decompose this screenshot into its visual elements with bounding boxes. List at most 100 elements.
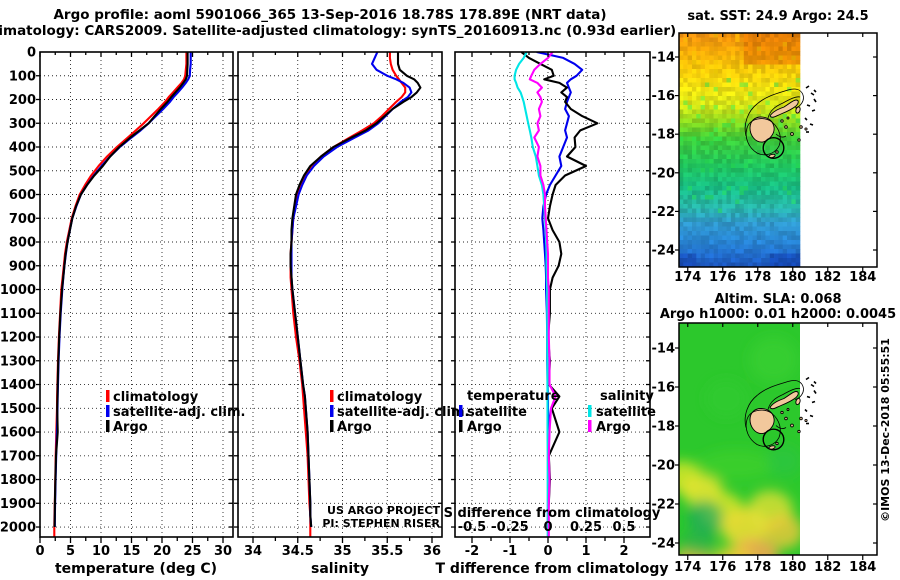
depth-tick-label: 500: [9, 164, 36, 179]
lat-tick-label: -22: [652, 498, 676, 513]
x-tick-label: 2: [619, 544, 628, 559]
small-islands: [775, 116, 808, 154]
sst-pixel-grid: [679, 33, 801, 268]
s-tick-label: 0: [543, 520, 552, 535]
lon-tick-label: 176: [709, 270, 736, 285]
x-tick-label: 35: [333, 544, 351, 559]
s-axis-tick-labels: -0.5 -0.25 0 0.25 0.5: [458, 520, 636, 535]
axis-ticks: [36, 52, 233, 543]
profile-line-T-argo: [520, 52, 599, 527]
lon-tick-label: 174: [674, 270, 701, 285]
x-tick-label: 35.5: [371, 544, 403, 559]
depth-tick-label: 1200: [0, 331, 36, 346]
depth-tick-label: 2000: [0, 521, 36, 536]
depth-tick-label: 900: [9, 259, 36, 274]
depth-tick-label: 1400: [0, 378, 36, 393]
figure-title-line2: Climatology: CARS2009. Satellite-adjuste…: [0, 23, 676, 39]
depth-tick-label: 1300: [0, 354, 36, 369]
legend-label: satellite: [596, 405, 656, 420]
s-tick-label: -0.25: [491, 520, 528, 535]
lat-tick-label: -14: [652, 342, 676, 357]
s-difference-annotation: S difference from climatology: [444, 506, 661, 521]
depth-tick-label: 800: [9, 236, 36, 251]
depth-tick-label: 200: [9, 93, 36, 108]
sla-map-title-line2: Argo h1000: 0.01 h2000: 0.0045: [660, 307, 896, 322]
legend-label: climatology: [337, 390, 423, 405]
lon-tick-label: 182: [814, 270, 841, 285]
lon-tick-label: 184: [849, 270, 876, 285]
x-tick-label: 1: [581, 544, 590, 559]
depth-tick-label: 1800: [0, 473, 36, 488]
profile-line-S-satellite: [513, 52, 549, 537]
t-difference-axis-label: T difference from climatology: [436, 561, 669, 577]
s-tick-label: 0.25: [570, 520, 602, 535]
imos-credit: ©IMOS 13-Dec-2018 05:55:51: [879, 338, 892, 522]
temperature-axis-label: temperature (deg C): [55, 561, 217, 577]
lat-tick-label: -18: [652, 128, 676, 143]
lat-tick-label: -24: [652, 244, 676, 259]
legend-label: satellite-adj. clim.: [113, 405, 245, 420]
lat-tick-label: -16: [652, 89, 676, 104]
watermark-line2: PI: STEPHEN RISER: [322, 517, 440, 530]
sla-map: 174 176 178 180 182 184 -14 -16 -18 -20 -22 -24: [652, 322, 878, 576]
sla-field: [679, 323, 800, 555]
s-tick-label: 0.5: [612, 520, 635, 535]
grid-lines: [238, 52, 442, 537]
x-tick-label: 15: [122, 544, 140, 559]
salinity-panel: 34 34.5 35 35.5 36 climatologysatellite-adj. …: [234, 51, 469, 559]
profile-line-satellite-adj-clim: [53, 52, 192, 528]
x-tick-label: 5: [66, 544, 75, 559]
watermark-line1: US ARGO PROJECT: [327, 504, 440, 517]
sla-map-title-line1: Altim. SLA: 0.068: [715, 292, 842, 307]
depth-tick-label: 0: [27, 46, 36, 61]
lon-tick-label: 180: [779, 270, 806, 285]
axis-ticks: [451, 52, 650, 543]
lat-tick-label: -24: [652, 537, 676, 552]
panel-border: [39, 51, 234, 538]
x-tick-label: 34.5: [282, 544, 314, 559]
lon-tick-label: 184: [849, 560, 876, 575]
fiji-islands: [744, 85, 817, 159]
map-tick-labels: 174 176 178 180 182 184 -14 -16 -18 -20 -22 -24: [652, 342, 877, 576]
s-tick-label: -0.5: [458, 520, 486, 535]
profile-curves: [289, 52, 422, 537]
profile-curves: [513, 52, 599, 537]
legend-swatch: [459, 405, 463, 417]
legend-swatch: [459, 420, 463, 432]
panel-border: [237, 51, 443, 538]
legend-swatch: [330, 405, 334, 417]
figure-title-line1: Argo profile: aoml 5901066_365 13-Sep-20…: [53, 7, 606, 23]
float-position-marker: [762, 136, 785, 159]
legend-label: Argo: [467, 420, 502, 435]
legend-label: satellite-adj. clim.: [337, 405, 469, 420]
x-tick-label: 25: [183, 544, 201, 559]
legend-swatch: [330, 390, 334, 402]
panel-border: [454, 51, 651, 538]
map-ticks: [675, 33, 877, 272]
x-tick-label: -1: [503, 544, 517, 559]
lau-group-islets: [804, 85, 817, 133]
difference-legends: temperaturesatelliteArgosalinitysatellit…: [459, 389, 656, 435]
lon-tick-label: 180: [779, 560, 806, 575]
depth-tick-label: 1700: [0, 449, 36, 464]
legend-label: Argo: [337, 420, 372, 435]
salinity-axis-label: salinity: [311, 561, 369, 577]
island-vanua-levu: [769, 99, 799, 118]
grid-lines: [39, 52, 233, 537]
axis-tick-labels: 0 5 10 15 20 25 300100200300400500600700800900…: [0, 46, 232, 560]
depth-tick-label: 400: [9, 141, 36, 156]
map-border: [678, 322, 878, 556]
difference-panel: -2 -1 0 1 2temperaturesatelliteArgosalinitys…: [451, 51, 656, 559]
profile-curves: [53, 52, 192, 537]
x-tick-label: 36: [423, 544, 441, 559]
depth-tick-label: 1600: [0, 426, 36, 441]
sst-map-title: sat. SST: 24.9 Argo: 24.5: [687, 9, 868, 24]
legend-swatch: [588, 405, 592, 417]
depth-tick-label: 1000: [0, 283, 36, 298]
legend-label: Argo: [113, 420, 148, 435]
depth-tick-label: 300: [9, 117, 36, 132]
legend-swatch: [106, 405, 110, 417]
